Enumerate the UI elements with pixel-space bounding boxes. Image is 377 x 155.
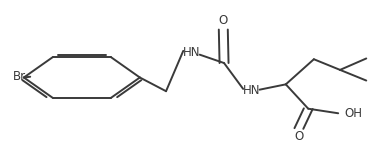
- Text: HN: HN: [243, 84, 260, 97]
- Text: O: O: [294, 130, 303, 143]
- Text: O: O: [219, 14, 228, 27]
- Text: OH: OH: [344, 107, 362, 120]
- Text: Br: Br: [13, 70, 26, 83]
- Text: HN: HN: [183, 46, 200, 59]
